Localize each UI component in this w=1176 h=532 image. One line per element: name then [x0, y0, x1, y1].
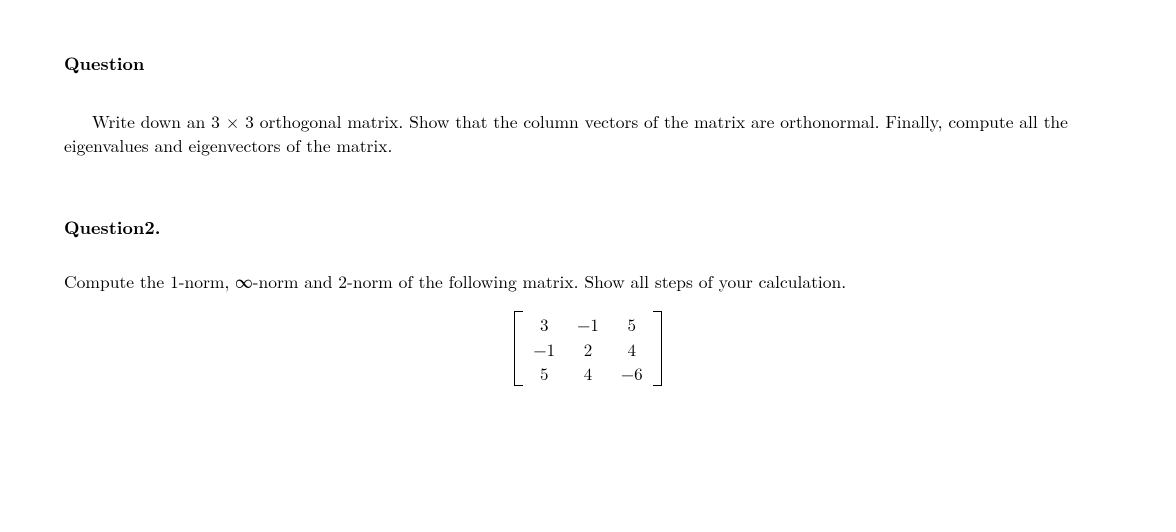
- page: Question Write down an 3 × 3 orthogonal …: [0, 0, 1176, 386]
- matrix-cell: 5: [533, 362, 555, 384]
- matrix-cell: 5: [621, 313, 643, 335]
- matrix: 3 −1 5 −1 2 4 5 4 −6: [514, 311, 661, 385]
- matrix-cell: −1: [533, 338, 555, 360]
- matrix-container: 3 −1 5 −1 2 4 5 4 −6: [64, 311, 1112, 385]
- question2-heading: Question2.: [64, 216, 1112, 240]
- matrix-cell: 4: [577, 362, 599, 384]
- matrix-cell: 3: [533, 313, 555, 335]
- matrix-cell: 2: [577, 338, 599, 360]
- question2-body: Compute the 1-norm, ∞-norm and 2-norm of…: [64, 270, 1112, 294]
- matrix-cell: 4: [621, 338, 643, 360]
- matrix-left-bracket: [514, 311, 523, 385]
- matrix-cell: −6: [621, 362, 643, 384]
- matrix-cell: −1: [577, 313, 599, 335]
- question1-heading: Question: [64, 52, 1112, 76]
- matrix-right-bracket: [653, 311, 662, 385]
- question1-body: Write down an 3 × 3 orthogonal matrix. S…: [64, 110, 1112, 157]
- matrix-grid: 3 −1 5 −1 2 4 5 4 −6: [523, 311, 652, 385]
